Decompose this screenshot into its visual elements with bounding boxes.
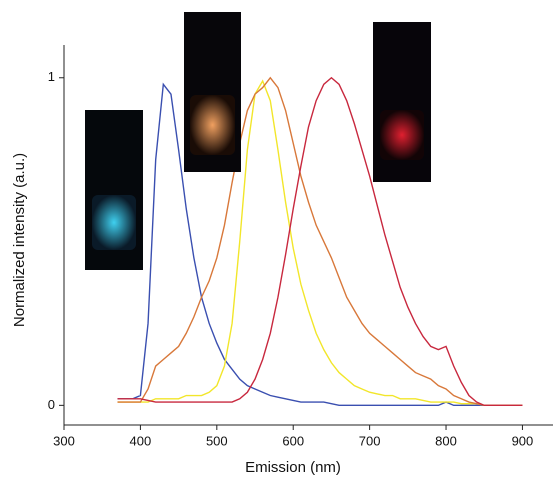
x-tick-label: 400	[130, 433, 152, 448]
series-line	[117, 82, 523, 407]
y-tick-label: 0	[48, 397, 55, 412]
x-tick-label: 500	[206, 433, 228, 448]
y-tick-label: 1	[48, 69, 55, 84]
inset-photos	[85, 12, 431, 270]
vial-glow	[380, 110, 424, 160]
x-tick-label: 700	[359, 433, 381, 448]
x-tick-label: 900	[512, 433, 534, 448]
x-tick-label: 800	[435, 433, 457, 448]
x-axis-label: Emission (nm)	[245, 459, 341, 476]
series-line	[117, 76, 523, 407]
plot-area	[117, 76, 523, 407]
x-tick-label: 300	[53, 433, 75, 448]
y-axis-label: Normalized intensity (a.u.)	[11, 153, 28, 327]
vial-glow	[190, 95, 235, 155]
x-tick-label: 600	[282, 433, 304, 448]
series-line	[117, 79, 523, 407]
vial-glow	[92, 195, 136, 250]
series-line	[117, 76, 523, 407]
